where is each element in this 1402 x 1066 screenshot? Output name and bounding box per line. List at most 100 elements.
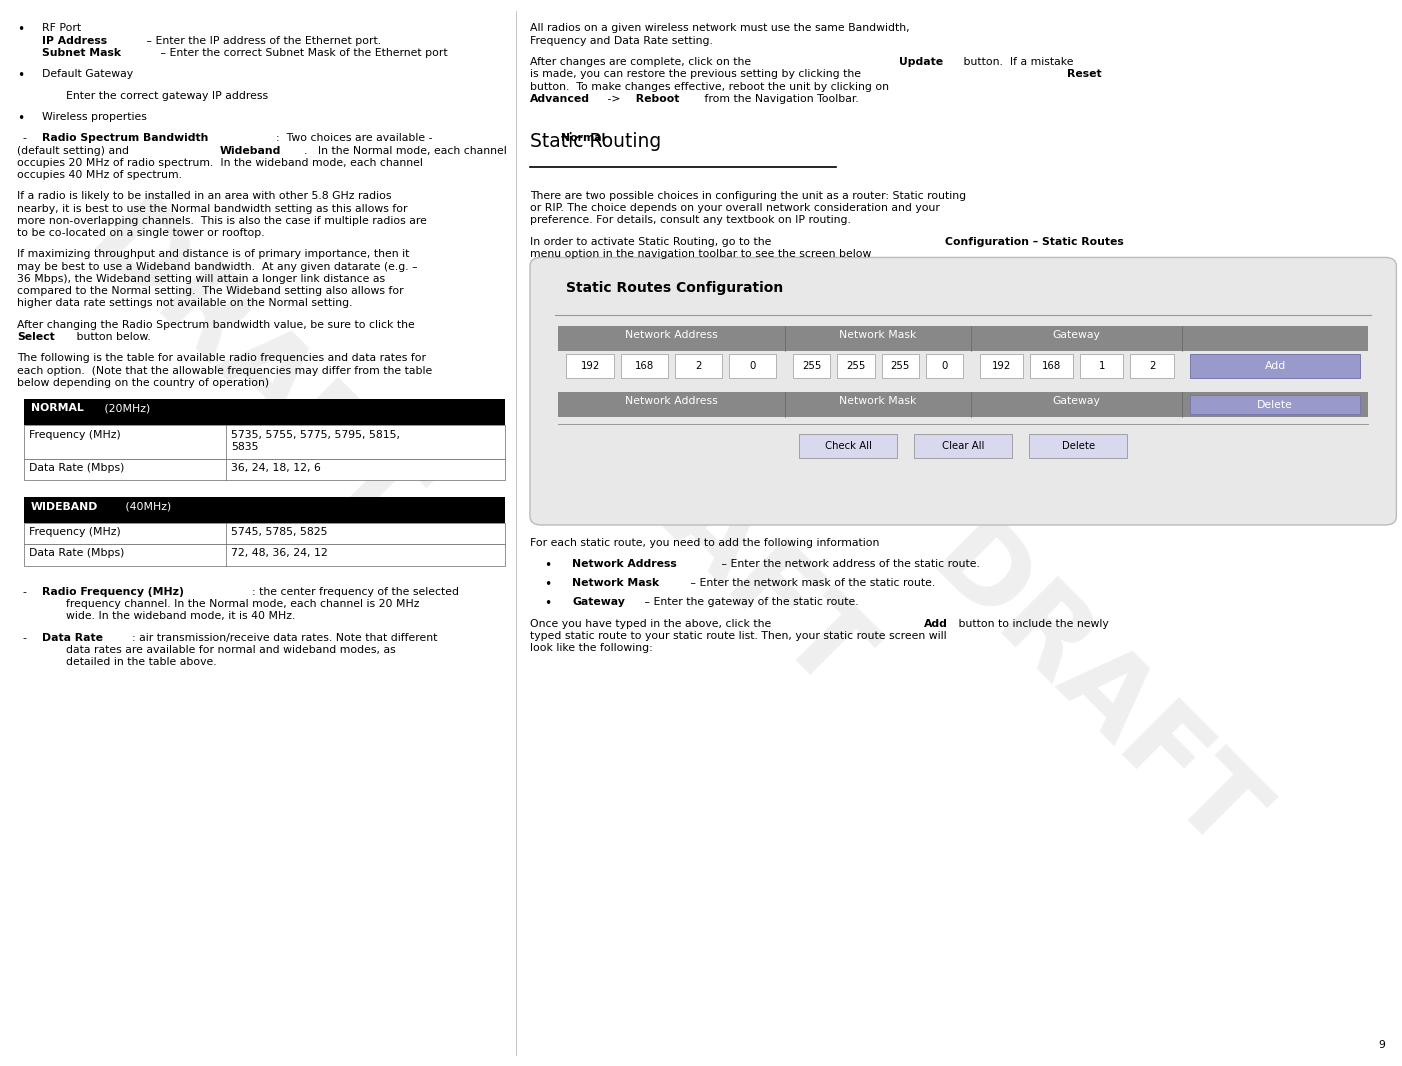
Text: may be best to use a Wideband bandwidth.  At any given datarate (e.g. –: may be best to use a Wideband bandwidth.… — [17, 261, 418, 272]
Text: 5745, 5785, 5825: 5745, 5785, 5825 — [231, 527, 328, 537]
Text: higher data rate settings not available on the Normal setting.: higher data rate settings not available … — [17, 298, 352, 308]
Text: Wireless properties: Wireless properties — [42, 112, 147, 122]
Text: 2: 2 — [1148, 361, 1155, 371]
Text: Reboot: Reboot — [632, 94, 680, 103]
Text: Static Routing: Static Routing — [530, 132, 662, 151]
Text: Frequency and Data Rate setting.: Frequency and Data Rate setting. — [530, 35, 712, 46]
Text: Frequency (MHz): Frequency (MHz) — [29, 430, 121, 440]
Text: nearby, it is best to use the Normal bandwidth setting as this allows for: nearby, it is best to use the Normal ban… — [17, 204, 408, 213]
Text: Add: Add — [924, 618, 948, 629]
Text: 5835: 5835 — [231, 442, 259, 452]
Text: Check All: Check All — [824, 441, 872, 451]
Text: occupies 20 MHz of radio spectrum.  In the wideband mode, each channel: occupies 20 MHz of radio spectrum. In th… — [17, 158, 422, 167]
Text: 5735, 5755, 5775, 5795, 5815,: 5735, 5755, 5775, 5795, 5815, — [231, 430, 401, 440]
Text: Normal: Normal — [561, 133, 606, 143]
Text: : the center frequency of the selected: : the center frequency of the selected — [252, 586, 460, 597]
Bar — [24, 522, 505, 544]
Text: :  Two choices are available -: : Two choices are available - — [276, 133, 436, 143]
Text: 72, 48, 36, 24, 12: 72, 48, 36, 24, 12 — [231, 548, 328, 559]
Bar — [621, 354, 667, 377]
Bar — [24, 424, 505, 458]
Bar — [794, 354, 830, 377]
Text: .   In the Normal mode, each channel: . In the Normal mode, each channel — [304, 145, 508, 156]
Text: 192: 192 — [991, 361, 1011, 371]
Text: •: • — [544, 597, 551, 611]
Text: occupies 40 MHz of spectrum.: occupies 40 MHz of spectrum. — [17, 169, 182, 180]
Text: Radio Frequency (MHz): Radio Frequency (MHz) — [42, 586, 184, 597]
Text: 2: 2 — [695, 361, 702, 371]
Text: -: - — [22, 133, 27, 143]
Text: (default setting) and: (default setting) and — [17, 145, 132, 156]
Text: from the Navigation Toolbar.: from the Navigation Toolbar. — [701, 94, 859, 103]
Text: •: • — [17, 112, 24, 125]
Text: After changes are complete, click on the: After changes are complete, click on the — [530, 56, 754, 67]
Bar — [729, 354, 777, 377]
Text: detailed in the table above.: detailed in the table above. — [66, 657, 216, 667]
Bar — [882, 354, 918, 377]
Text: Once you have typed in the above, click the: Once you have typed in the above, click … — [530, 618, 775, 629]
Text: is made, you can restore the previous setting by clicking the: is made, you can restore the previous se… — [530, 69, 865, 79]
Text: DRAFT: DRAFT — [516, 349, 886, 717]
Text: For each static route, you need to add the following information: For each static route, you need to add t… — [530, 537, 879, 548]
Text: Clear All: Clear All — [942, 441, 984, 451]
Text: 255: 255 — [802, 361, 822, 371]
Text: (20MHz): (20MHz) — [101, 403, 150, 414]
Bar — [1190, 394, 1360, 414]
Text: typed static route to your static route list. Then, your static route screen wil: typed static route to your static route … — [530, 631, 946, 641]
Bar — [1130, 354, 1173, 377]
Text: 168: 168 — [635, 361, 653, 371]
Bar — [24, 399, 505, 424]
Bar — [1080, 354, 1123, 377]
Bar — [1029, 435, 1127, 458]
Text: frequency channel. In the Normal mode, each channel is 20 MHz: frequency channel. In the Normal mode, e… — [66, 599, 419, 609]
Text: 192: 192 — [580, 361, 600, 371]
Text: compared to the Normal setting.  The Wideband setting also allows for: compared to the Normal setting. The Wide… — [17, 286, 404, 296]
Text: There are two possible choices in configuring the unit as a router: Static routi: There are two possible choices in config… — [530, 191, 966, 200]
Bar — [24, 458, 505, 480]
Text: Gateway: Gateway — [572, 597, 625, 608]
Text: data rates are available for normal and wideband modes, as: data rates are available for normal and … — [66, 645, 395, 655]
Text: – Enter the network address of the static route.: – Enter the network address of the stati… — [718, 559, 980, 569]
Text: •: • — [17, 23, 24, 36]
Text: Radio Spectrum Bandwidth: Radio Spectrum Bandwidth — [42, 133, 209, 143]
Text: All radios on a given wireless network must use the same Bandwidth,: All radios on a given wireless network m… — [530, 23, 910, 33]
Text: Add: Add — [1265, 361, 1286, 371]
Text: Delete: Delete — [1258, 400, 1293, 409]
Text: 168: 168 — [1042, 361, 1061, 371]
Text: 255: 255 — [847, 361, 865, 371]
Text: Reset: Reset — [1067, 69, 1102, 79]
Text: below depending on the country of operation): below depending on the country of operat… — [17, 377, 269, 388]
Text: -: - — [22, 586, 27, 597]
Text: 36, 24, 18, 12, 6: 36, 24, 18, 12, 6 — [231, 463, 321, 473]
Text: button.  If a mistake: button. If a mistake — [960, 56, 1074, 67]
Text: 0: 0 — [750, 361, 756, 371]
Text: or RIP. The choice depends on your overall network consideration and your: or RIP. The choice depends on your overa… — [530, 203, 939, 213]
Text: 0: 0 — [941, 361, 948, 371]
Text: Delete: Delete — [1061, 441, 1095, 451]
Text: Network Mask: Network Mask — [572, 578, 659, 588]
Bar — [799, 435, 897, 458]
FancyBboxPatch shape — [530, 257, 1396, 524]
Text: Subnet Mask: Subnet Mask — [42, 48, 121, 58]
Bar — [674, 354, 722, 377]
Text: Default Gateway: Default Gateway — [42, 69, 133, 79]
Text: each option.  (Note that the allowable frequencies may differ from the table: each option. (Note that the allowable fr… — [17, 366, 432, 375]
Bar — [558, 325, 1368, 351]
Bar — [566, 354, 614, 377]
Bar — [558, 351, 1368, 381]
Text: After changing the Radio Spectrum bandwidth value, be sure to click the: After changing the Radio Spectrum bandwi… — [17, 320, 415, 329]
Text: 9: 9 — [1378, 1040, 1385, 1050]
Bar — [558, 391, 1368, 417]
Text: 36 Mbps), the Wideband setting will attain a longer link distance as: 36 Mbps), the Wideband setting will atta… — [17, 274, 386, 284]
Text: – Enter the IP address of the Ethernet port.: – Enter the IP address of the Ethernet p… — [143, 35, 381, 46]
Text: Data Rate (Mbps): Data Rate (Mbps) — [29, 463, 125, 473]
Text: IP Address: IP Address — [42, 35, 107, 46]
Text: ->: -> — [604, 94, 621, 103]
Bar — [24, 497, 505, 522]
Text: preference. For details, consult any textbook on IP routing.: preference. For details, consult any tex… — [530, 215, 851, 225]
Text: •: • — [544, 559, 551, 572]
Text: Gateway: Gateway — [1053, 329, 1101, 340]
Text: Advanced: Advanced — [530, 94, 590, 103]
Bar — [925, 354, 963, 377]
Text: Update: Update — [899, 56, 942, 67]
